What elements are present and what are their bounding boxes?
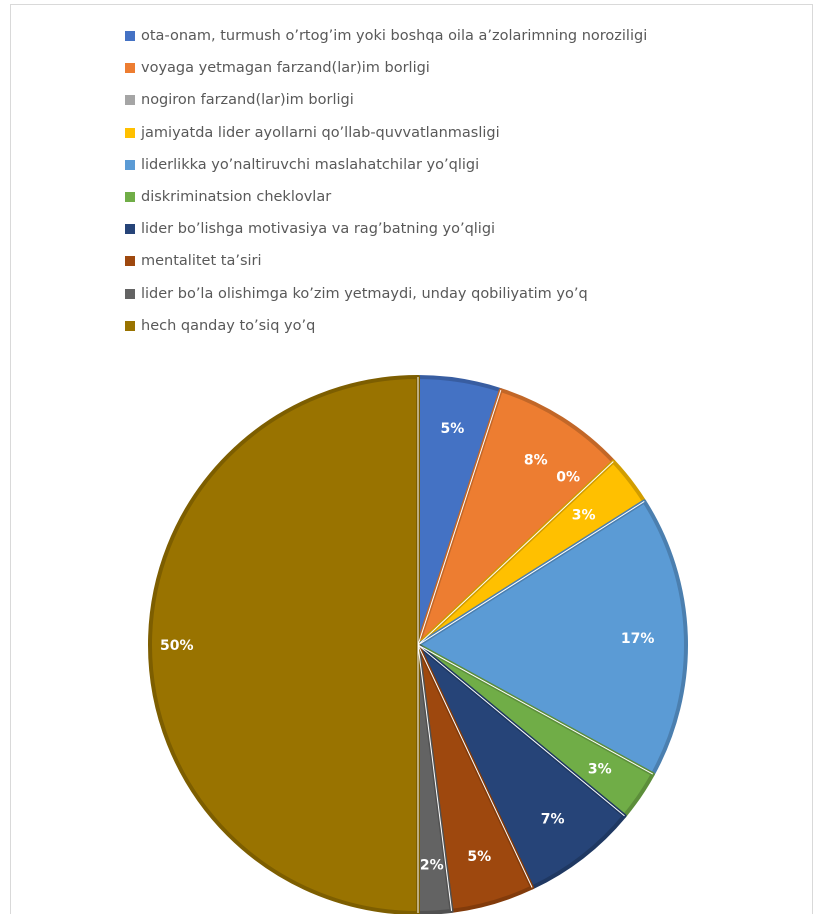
legend-item: nogiron farzand(lar)im borligi — [125, 90, 647, 122]
legend-label: hech qanday to’siq yo’q — [141, 317, 316, 334]
legend-swatch — [125, 31, 135, 41]
legend-label: diskriminatsion cheklovlar — [141, 188, 332, 205]
data-label: 3% — [588, 762, 612, 778]
legend-label: voyaga yetmagan farzand(lar)im borligi — [141, 60, 430, 77]
legend-item: diskriminatsion cheklovlar — [125, 187, 647, 219]
chart-frame — [10, 4, 813, 914]
legend-label: lider bo’la olishimga ko’zim yetmaydi, u… — [141, 285, 588, 302]
slice-separator — [417, 644, 625, 817]
legend-swatch — [125, 288, 135, 299]
data-label: 5% — [440, 421, 464, 437]
legend-label: liderlikka yo’naltiruvchi maslahatchilar… — [141, 156, 480, 173]
legend-swatch — [125, 224, 135, 235]
pie-slice — [416, 643, 627, 890]
legend-item: jamiyatda lider ayollarni qo’llab-quvvat… — [125, 123, 647, 155]
data-label: 50% — [160, 638, 194, 654]
legend-label: ota-onam, turmush o’rtog’im yoki boshqa … — [141, 28, 648, 44]
data-label: 2% — [420, 857, 444, 873]
legend-label: jamiyatda lider ayollarni qo’llab-quvvat… — [141, 124, 500, 141]
legend-item: ota-onam, turmush o’rtog’im yoki boshqa … — [125, 26, 647, 58]
data-label: 3% — [572, 507, 596, 523]
legend-item: liderlikka yo’naltiruvchi maslahatchilar… — [125, 155, 647, 187]
data-label: 0% — [556, 470, 580, 486]
slice-separator — [417, 500, 645, 646]
legend-swatch — [125, 191, 135, 202]
slice-separator — [417, 461, 614, 646]
legend-swatch — [125, 159, 135, 170]
legend-item: voyaga yetmagan farzand(lar)im borligi — [125, 58, 647, 90]
legend-label: lider bo’lishga motivasiya va rag’batnin… — [141, 221, 496, 238]
legend-label: mentalitet ta’siri — [141, 253, 262, 270]
legend-label: nogiron farzand(lar)im borligi — [141, 92, 354, 109]
legend-swatch — [125, 320, 135, 331]
pie-slice — [148, 375, 420, 914]
data-label: 7% — [541, 812, 565, 828]
data-label: 17% — [621, 631, 655, 647]
legend-swatch — [125, 127, 135, 138]
legend-swatch — [125, 256, 135, 267]
legend-item: lider bo’la olishimga ko’zim yetmaydi, u… — [125, 284, 647, 316]
legend-item: mentalitet ta’siri — [125, 251, 647, 283]
legend-item: hech qanday to’siq yo’q — [125, 316, 647, 348]
legend-swatch — [125, 95, 135, 106]
data-label: 5% — [467, 849, 491, 865]
pie-slice — [416, 499, 688, 777]
chart-legend: ota-onam, turmush o’rtog’im yoki boshqa … — [125, 26, 647, 348]
legend-item: lider bo’lishga motivasiya va rag’batnin… — [125, 219, 647, 251]
pie-slice — [416, 388, 616, 647]
data-label: 8% — [524, 452, 548, 468]
slice-separator — [417, 644, 654, 775]
slice-separator — [417, 644, 533, 888]
slice-separator — [417, 389, 502, 646]
slice-separator — [417, 644, 453, 911]
legend-swatch — [125, 63, 135, 74]
